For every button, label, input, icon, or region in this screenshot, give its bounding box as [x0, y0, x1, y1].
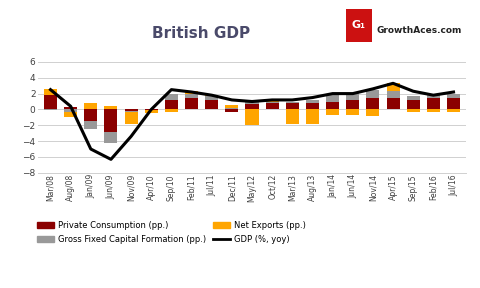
Bar [245, 102, 259, 103]
Bar [306, 100, 319, 103]
Bar [44, 109, 57, 110]
Bar [265, 101, 279, 103]
Bar [366, 98, 380, 109]
Bar [104, 109, 118, 132]
Bar [447, 109, 460, 112]
Bar [306, 109, 319, 124]
Bar [104, 132, 118, 143]
Bar [326, 109, 339, 115]
Text: GrowthAces.com: GrowthAces.com [377, 26, 462, 35]
Bar [366, 90, 380, 98]
Bar [84, 121, 97, 129]
Bar [225, 108, 239, 109]
Bar [447, 98, 460, 109]
Bar [44, 89, 57, 95]
Bar [84, 109, 97, 121]
Bar [144, 110, 158, 113]
Bar [245, 103, 259, 109]
Bar [386, 91, 400, 98]
Bar [407, 109, 420, 112]
Bar [165, 109, 178, 112]
Bar [286, 103, 299, 109]
Bar [225, 105, 239, 108]
Bar [286, 109, 299, 124]
Title: British GDP: British GDP [152, 26, 250, 41]
Bar [447, 94, 460, 98]
Bar [386, 98, 400, 109]
Bar [205, 96, 218, 100]
Bar [245, 109, 259, 125]
Text: G₁: G₁ [352, 20, 366, 30]
Bar [185, 98, 198, 109]
Bar [407, 100, 420, 109]
Bar [144, 109, 158, 110]
Bar [165, 94, 178, 100]
Bar [185, 94, 198, 98]
Bar [205, 100, 218, 109]
Bar [306, 103, 319, 109]
Bar [165, 100, 178, 109]
Bar [265, 100, 279, 102]
Bar [185, 91, 198, 94]
Bar [346, 100, 360, 109]
Bar [225, 109, 239, 112]
Bar [286, 101, 299, 103]
Bar [265, 103, 279, 109]
Bar [427, 98, 440, 109]
Bar [124, 111, 138, 112]
Bar [124, 112, 138, 124]
Bar [64, 107, 77, 109]
Bar [326, 95, 339, 102]
Bar [205, 95, 218, 96]
Legend: Private Consumption (pp.), Gross Fixed Capital Formation (pp.), Net Exports (pp.: Private Consumption (pp.), Gross Fixed C… [34, 217, 309, 247]
Bar [427, 109, 440, 112]
Bar [326, 102, 339, 109]
Bar [44, 95, 57, 109]
Bar [64, 112, 77, 117]
Bar [124, 109, 138, 111]
Bar [104, 106, 118, 109]
Bar [386, 83, 400, 91]
Bar [366, 109, 380, 116]
Bar [407, 96, 420, 100]
Bar [84, 103, 97, 109]
Bar [427, 95, 440, 98]
Bar [346, 109, 360, 115]
Bar [346, 93, 360, 100]
Bar [64, 109, 77, 112]
